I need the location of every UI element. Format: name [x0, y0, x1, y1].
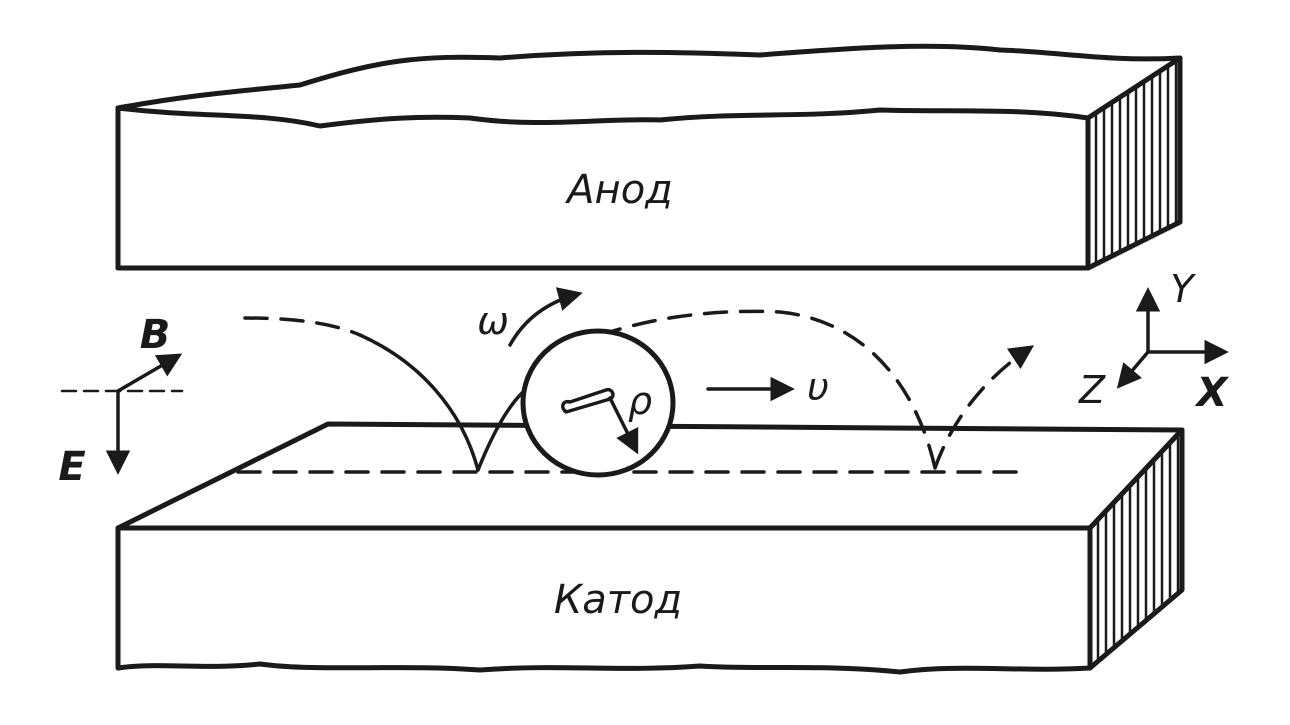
rho-label: ρ [628, 379, 652, 423]
rolling-circle: ρ [520, 328, 676, 478]
omega-arrow [508, 287, 583, 347]
e-field-label: E [58, 444, 85, 490]
trajectory-arc-1-dashed [243, 316, 362, 337]
field-indicator: B E [58, 312, 184, 490]
z-axis-label: Z [1078, 368, 1106, 412]
trajectory-arc-1-solid [358, 333, 480, 472]
electron-marker [561, 387, 615, 414]
anode-block: Анод [115, 43, 1183, 271]
anode-front-face [115, 105, 1091, 271]
rho-vector [608, 396, 639, 455]
y-axis-label: Y [1170, 267, 1196, 311]
anode-hatching [1094, 59, 1178, 266]
trajectory-arc-3 [933, 345, 1035, 470]
omega-label: ω [477, 299, 509, 343]
trajectory-rise [476, 391, 524, 472]
cathode-hatching [1096, 432, 1180, 663]
x-axis-label: X [1194, 370, 1230, 416]
coordinate-axes: Y X Z [1078, 267, 1230, 416]
b-field-arrow [116, 353, 183, 393]
b-field-label: B [140, 312, 171, 358]
cathode-label: Катод [554, 577, 682, 623]
cathode-block: Катод [115, 421, 1185, 675]
anode-label: Анод [564, 167, 673, 213]
cathode-front-face [115, 525, 1093, 675]
z-axis-arrow [1116, 350, 1150, 389]
velocity-label: υ [807, 365, 829, 409]
